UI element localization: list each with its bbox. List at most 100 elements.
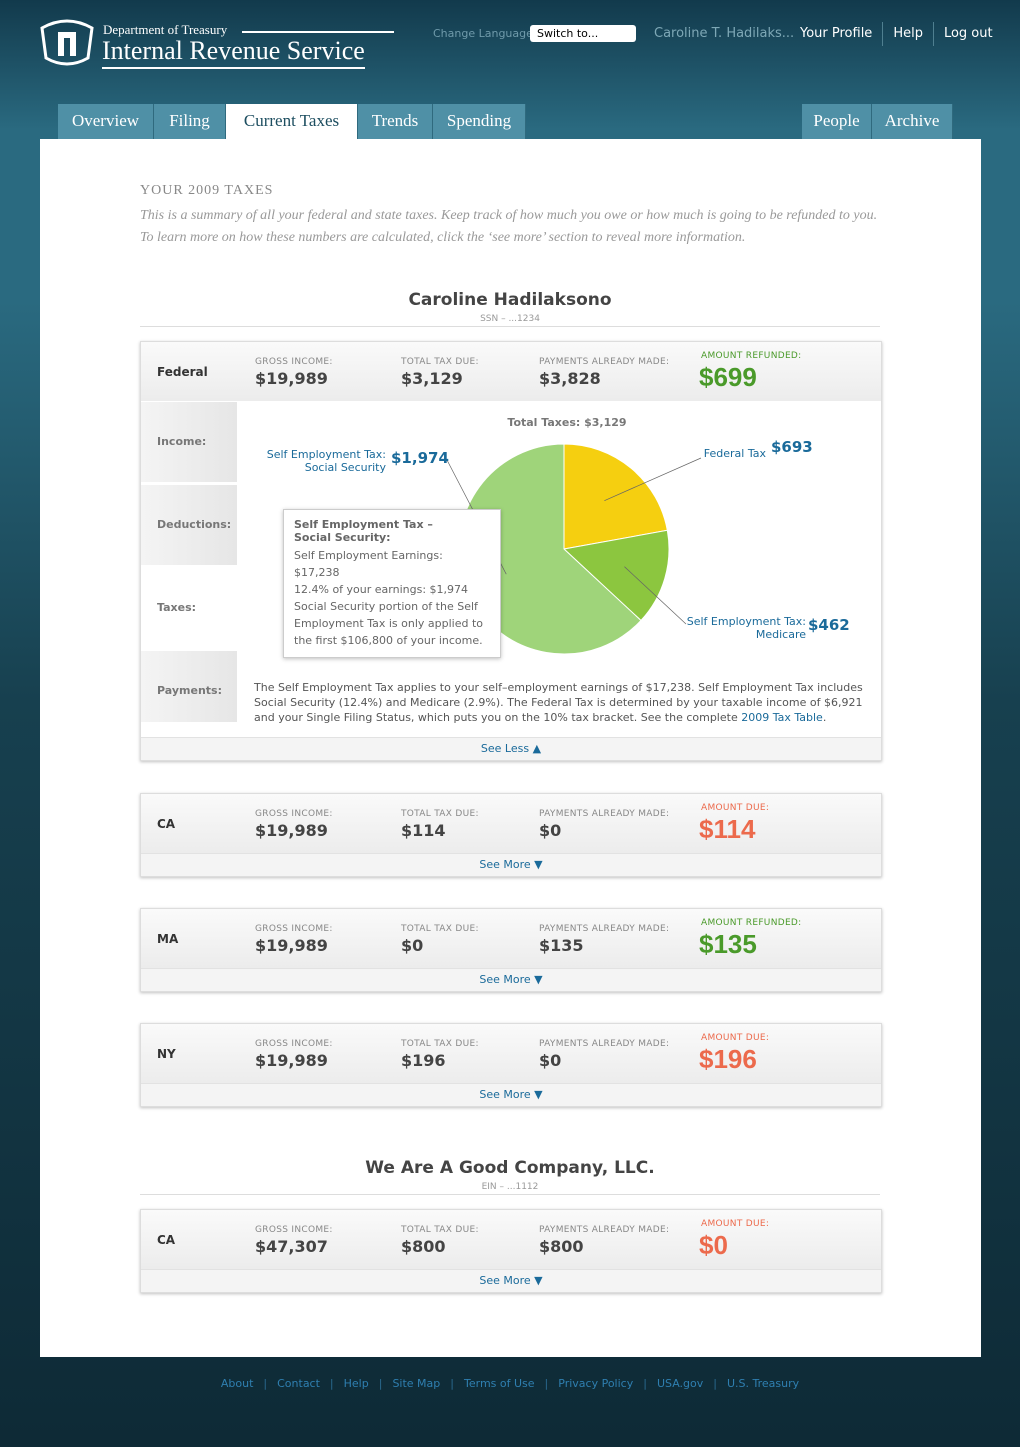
toggle[interactable]: See More ▼: [141, 968, 881, 991]
department: Department of Treasury: [103, 22, 228, 37]
header-link[interactable]: Your Profile: [800, 26, 873, 41]
note-end: .: [822, 711, 827, 724]
amount: $699: [699, 362, 757, 392]
tooltip-line: 12.4% of your earnings: $1,974: [294, 583, 469, 596]
footer-link[interactable]: Contact: [277, 1377, 320, 1390]
leader-line: [624, 566, 687, 625]
field-label: TOTAL TAX DUE:: [401, 1039, 479, 1049]
separator: |: [450, 1377, 454, 1390]
nav-tab[interactable]: Current Taxes: [226, 104, 358, 139]
language-select[interactable]: Switch to...: [530, 25, 636, 42]
toggle[interactable]: See Less ▲: [141, 737, 881, 760]
intro-text: This is a summary of all your federal an…: [140, 208, 878, 245]
row-header: CA GROSS INCOME: $19,989 TOTAL TAX DUE: $114…: [141, 794, 881, 853]
field-label: PAYMENTS ALREADY MADE:: [539, 809, 670, 819]
footer-link[interactable]: U.S. Treasury: [726, 1377, 800, 1390]
pie-title: Total Taxes: $3,129: [507, 416, 627, 429]
nav-tab[interactable]: Filing: [154, 104, 226, 139]
field-value: $19,989: [255, 369, 328, 388]
section-name: We Are A Good Company, LLC.: [365, 1158, 655, 1178]
separator: |: [544, 1377, 549, 1390]
footer-link[interactable]: USA.gov: [656, 1377, 704, 1390]
row-header: CA GROSS INCOME: $47,307 TOTAL TAX DUE: $800…: [141, 1210, 881, 1269]
section-id: EIN – ...1112: [140, 1182, 880, 1195]
field-value: $3,828: [539, 369, 601, 388]
header-link[interactable]: Log out: [932, 22, 1003, 46]
tax-row: CA GROSS INCOME: $19,989 TOTAL TAX DUE: $114…: [140, 793, 882, 877]
field-value: $196: [401, 1051, 446, 1070]
field-label: TOTAL TAX DUE:: [401, 357, 479, 367]
nav-tab[interactable]: Spending: [433, 104, 526, 139]
amount: $114: [699, 814, 756, 844]
field-value: $19,989: [255, 936, 328, 955]
footer-link[interactable]: Help: [343, 1377, 369, 1390]
pie-label: Self Employment Tax: Medicare: [686, 615, 806, 641]
pie-value: $462: [808, 616, 850, 634]
field-value: $19,989: [255, 1051, 328, 1070]
amount-label: AMOUNT REFUNDED:: [701, 351, 802, 361]
pie-chart: [446, 443, 702, 655]
pie-slice[interactable]: [562, 529, 670, 622]
intro-title: YOUR 2009 TAXES: [140, 183, 274, 198]
field-label: GROSS INCOME:: [255, 1039, 333, 1049]
pie-value: $1,974: [391, 449, 449, 467]
tooltip-line: Self Employment Earnings: $17,238: [294, 549, 443, 579]
row-header: NY GROSS INCOME: $19,989 TOTAL TAX DUE: $196…: [141, 1024, 881, 1083]
side-tab[interactable]: Payments:: [141, 651, 237, 723]
field-label: TOTAL TAX DUE:: [401, 1225, 479, 1235]
field-label: TOTAL TAX DUE:: [401, 809, 479, 819]
tax-row: Federal GROSS INCOME: $19,989 TOTAL TAX DUE…: [140, 341, 882, 761]
footer: About | Contact | Help | Site Map | Terms of Use…: [0, 1377, 1020, 1390]
header-link[interactable]: Help: [882, 22, 933, 46]
note: The Self Employment Tax applies to your …: [254, 680, 869, 725]
footer-link[interactable]: Site Map: [392, 1377, 441, 1390]
amount-label: AMOUNT REFUNDED:: [701, 918, 802, 928]
field-value: $800: [401, 1237, 446, 1256]
note-text: The Self Employment Tax applies to your …: [254, 681, 863, 724]
side-tab[interactable]: Taxes:: [141, 568, 237, 649]
amount: $0: [699, 1230, 728, 1260]
footer-link[interactable]: Terms of Use: [464, 1377, 535, 1390]
row-header: Federal GROSS INCOME: $19,989 TOTAL TAX DUE…: [141, 342, 881, 401]
nav-tab[interactable]: People: [802, 104, 872, 139]
footer-link[interactable]: About: [220, 1377, 254, 1390]
toggle[interactable]: See More ▼: [141, 1083, 881, 1106]
side-tab[interactable]: Deductions:: [141, 485, 237, 566]
header-links: Your Profile Help Log out: [790, 22, 1003, 46]
footer-link[interactable]: Privacy Policy: [558, 1377, 634, 1390]
tax-row: MA GROSS INCOME: $19,989 TOTAL TAX DUE: $0 PA…: [140, 908, 882, 992]
separator: |: [378, 1377, 383, 1390]
field-label: PAYMENTS ALREADY MADE:: [539, 1039, 670, 1049]
irs-logo: [40, 19, 94, 66]
toggle[interactable]: See More ▼: [141, 1269, 881, 1292]
note-link[interactable]: 2009 Tax Table: [741, 711, 823, 724]
leader-line: [604, 457, 702, 501]
tax-row: CA GROSS INCOME: $47,307 TOTAL TAX DUE: $800…: [140, 1209, 882, 1293]
language-label: Change Language: [433, 27, 533, 40]
field-label: TOTAL TAX DUE:: [401, 924, 479, 934]
field-value: $0: [401, 936, 424, 955]
separator: |: [713, 1377, 717, 1390]
nav-tab[interactable]: Trends: [358, 104, 433, 139]
section-id: SSN – ...1234: [140, 314, 880, 327]
separator: |: [329, 1377, 334, 1390]
separator: |: [643, 1377, 647, 1390]
rule: [242, 31, 394, 33]
section-name: Caroline Hadilaksono: [408, 290, 612, 310]
field-label: PAYMENTS ALREADY MADE:: [539, 357, 670, 367]
amount: $196: [699, 1044, 757, 1074]
tooltip: Self Employment Tax – Social Security: Se…: [283, 509, 501, 658]
pie-slice[interactable]: [563, 443, 668, 550]
field-value: $19,989: [255, 821, 328, 840]
nav-tab[interactable]: Overview: [58, 104, 154, 139]
amount-label: AMOUNT DUE:: [701, 1219, 770, 1229]
toggle[interactable]: See More ▼: [141, 853, 881, 876]
field-value: $3,129: [401, 369, 463, 388]
jurisdiction: Federal: [157, 365, 208, 379]
jurisdiction: CA: [157, 1233, 176, 1247]
nav-tab[interactable]: Archive: [872, 104, 953, 139]
tooltip-title: Self Employment Tax – Social Security:: [294, 518, 433, 544]
field-value: $47,307: [255, 1237, 328, 1256]
side-tab[interactable]: Income:: [141, 402, 237, 483]
